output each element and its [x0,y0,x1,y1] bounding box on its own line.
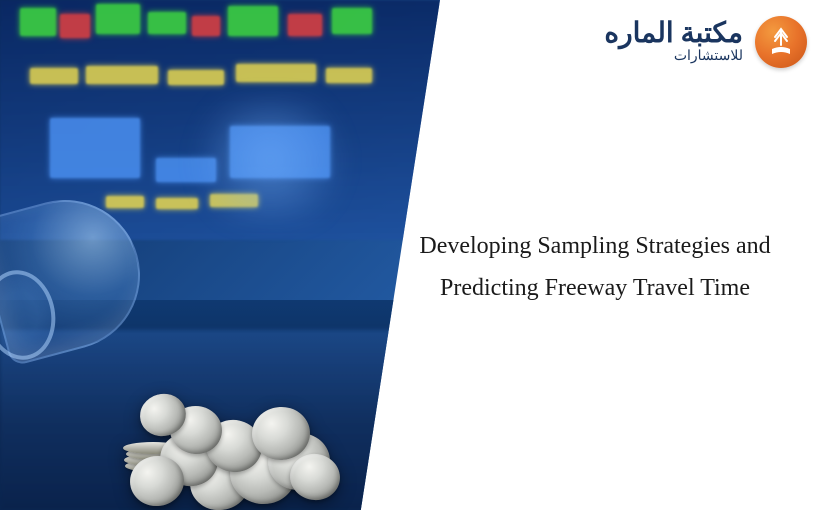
glow-effect [180,100,360,220]
logo-text-bottom: للاستشارات [604,50,743,64]
hero-image [0,0,440,510]
brand-logo: مكتبة الماره للاستشارات [604,16,807,68]
logo-text-top: مكتبة الماره [604,20,743,48]
document-title: Developing Sampling Strategies and Predi… [410,225,780,309]
coin-jar [0,190,180,360]
logo-badge-icon [755,16,807,68]
